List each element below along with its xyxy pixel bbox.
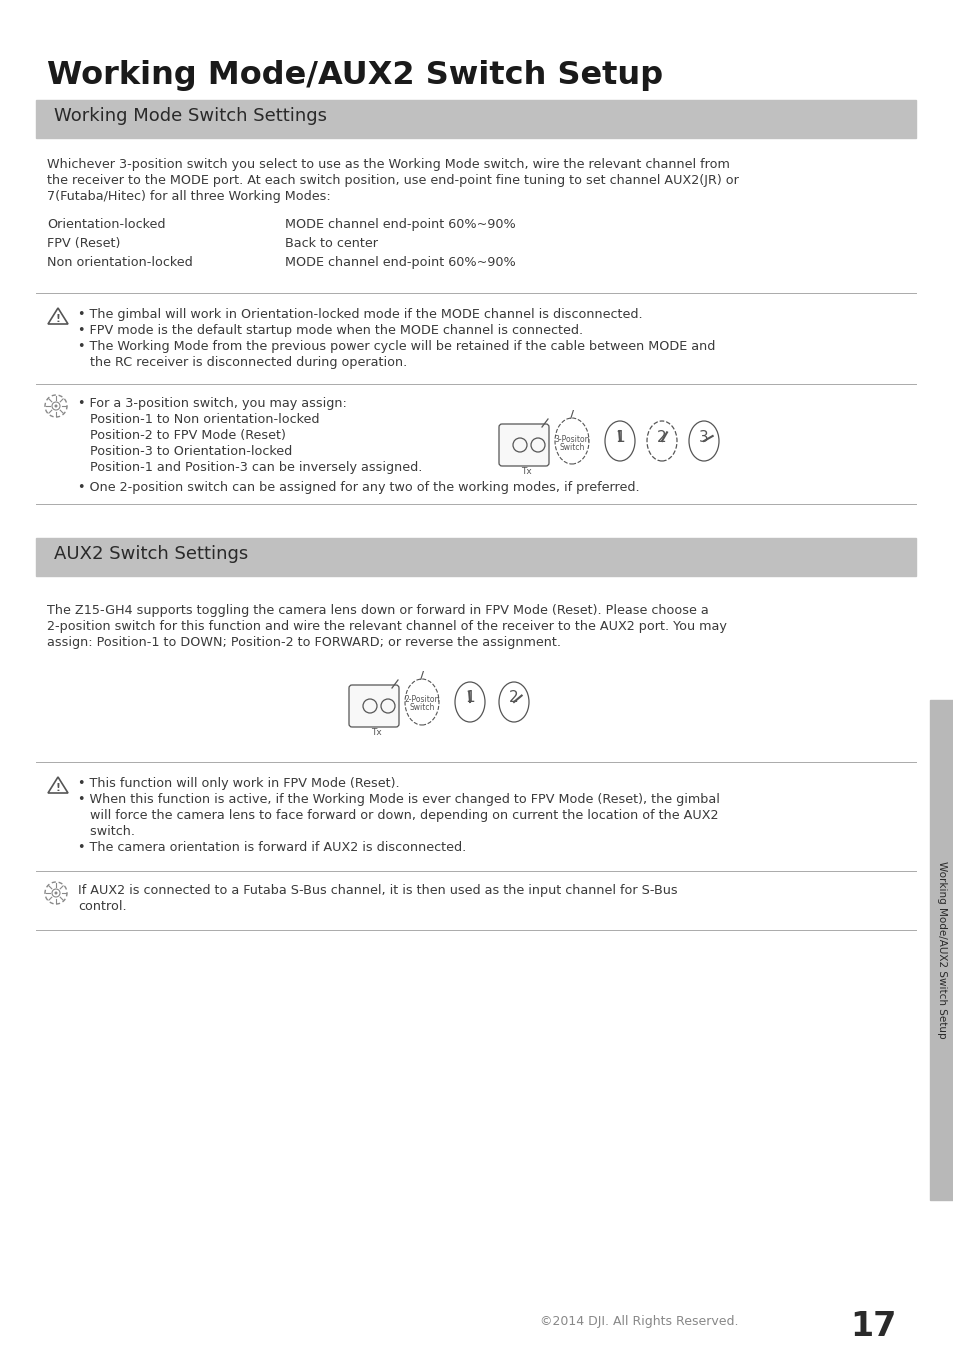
Text: Back to center: Back to center xyxy=(285,237,377,250)
Text: Position-2 to FPV Mode (Reset): Position-2 to FPV Mode (Reset) xyxy=(78,429,286,441)
Text: the RC receiver is disconnected during operation.: the RC receiver is disconnected during o… xyxy=(78,356,407,370)
Text: Position-1 to Non orientation-locked: Position-1 to Non orientation-locked xyxy=(78,413,319,427)
Text: 2-position switch for this function and wire the relevant channel of the receive: 2-position switch for this function and … xyxy=(47,620,726,634)
Text: Working Mode Switch Settings: Working Mode Switch Settings xyxy=(54,107,327,125)
Text: 7(Futaba/Hitec) for all three Working Modes:: 7(Futaba/Hitec) for all three Working Mo… xyxy=(47,190,331,203)
FancyBboxPatch shape xyxy=(498,424,548,466)
Text: Working Mode/AUX2 Switch Setup: Working Mode/AUX2 Switch Setup xyxy=(47,60,662,91)
FancyBboxPatch shape xyxy=(349,685,398,727)
Text: • The Working Mode from the previous power cycle will be retained if the cable b: • The Working Mode from the previous pow… xyxy=(78,340,715,353)
Text: 17: 17 xyxy=(849,1311,896,1343)
Text: 1: 1 xyxy=(465,691,475,705)
Text: MODE channel end-point 60%~90%: MODE channel end-point 60%~90% xyxy=(285,218,516,232)
Text: Tx: Tx xyxy=(370,728,381,737)
Text: /: / xyxy=(569,410,574,420)
Text: !: ! xyxy=(55,783,60,793)
Text: will force the camera lens to face forward or down, depending on current the loc: will force the camera lens to face forwa… xyxy=(78,808,718,822)
Text: Orientation-locked: Orientation-locked xyxy=(47,218,165,232)
Bar xyxy=(36,538,915,575)
Text: FPV (Reset): FPV (Reset) xyxy=(47,237,120,250)
Text: Position-3 to Orientation-locked: Position-3 to Orientation-locked xyxy=(78,445,292,458)
Text: /: / xyxy=(419,672,424,681)
Text: control.: control. xyxy=(78,900,127,913)
Text: The Z15-GH4 supports toggling the camera lens down or forward in FPV Mode (Reset: The Z15-GH4 supports toggling the camera… xyxy=(47,604,708,617)
Text: Switch: Switch xyxy=(558,443,584,451)
Text: Tx: Tx xyxy=(520,467,531,477)
Text: 3-Positon: 3-Positon xyxy=(554,435,589,444)
Bar xyxy=(929,700,953,1200)
Text: !: ! xyxy=(55,314,60,324)
Text: ©2014 DJI. All Rights Reserved.: ©2014 DJI. All Rights Reserved. xyxy=(539,1315,738,1328)
Circle shape xyxy=(54,891,57,895)
Text: MODE channel end-point 60%~90%: MODE channel end-point 60%~90% xyxy=(285,256,516,269)
Text: 2: 2 xyxy=(509,691,518,705)
Text: assign: Position-1 to DOWN; Position-2 to FORWARD; or reverse the assignment.: assign: Position-1 to DOWN; Position-2 t… xyxy=(47,636,560,649)
Text: the receiver to the MODE port. At each switch position, use end-point fine tunin: the receiver to the MODE port. At each s… xyxy=(47,175,739,187)
Bar xyxy=(36,100,915,138)
Text: • For a 3-position switch, you may assign:: • For a 3-position switch, you may assig… xyxy=(78,397,347,410)
Text: Switch: Switch xyxy=(409,704,435,712)
Text: • The gimbal will work in Orientation-locked mode if the MODE channel is disconn: • The gimbal will work in Orientation-lo… xyxy=(78,307,642,321)
Text: • When this function is active, if the Working Mode is ever changed to FPV Mode : • When this function is active, if the W… xyxy=(78,793,720,806)
Text: Working Mode/AUX2 Switch Setup: Working Mode/AUX2 Switch Setup xyxy=(936,861,946,1039)
Text: 2-Positon: 2-Positon xyxy=(404,696,439,704)
Text: 1: 1 xyxy=(615,429,624,444)
Text: If AUX2 is connected to a Futaba S-Bus channel, it is then used as the input cha: If AUX2 is connected to a Futaba S-Bus c… xyxy=(78,884,677,896)
Text: AUX2 Switch Settings: AUX2 Switch Settings xyxy=(54,546,248,563)
Text: 3: 3 xyxy=(699,429,708,444)
Text: • The camera orientation is forward if AUX2 is disconnected.: • The camera orientation is forward if A… xyxy=(78,841,466,854)
Circle shape xyxy=(54,405,57,408)
Text: • One 2-position switch can be assigned for any two of the working modes, if pre: • One 2-position switch can be assigned … xyxy=(78,481,639,494)
Text: Non orientation-locked: Non orientation-locked xyxy=(47,256,193,269)
Text: 2: 2 xyxy=(657,429,666,444)
Text: • This function will only work in FPV Mode (Reset).: • This function will only work in FPV Mo… xyxy=(78,777,399,789)
Text: • FPV mode is the default startup mode when the MODE channel is connected.: • FPV mode is the default startup mode w… xyxy=(78,324,582,337)
Text: Position-1 and Position-3 can be inversely assigned.: Position-1 and Position-3 can be inverse… xyxy=(78,460,422,474)
Text: Whichever 3-position switch you select to use as the Working Mode switch, wire t: Whichever 3-position switch you select t… xyxy=(47,158,729,171)
Text: switch.: switch. xyxy=(78,825,135,838)
